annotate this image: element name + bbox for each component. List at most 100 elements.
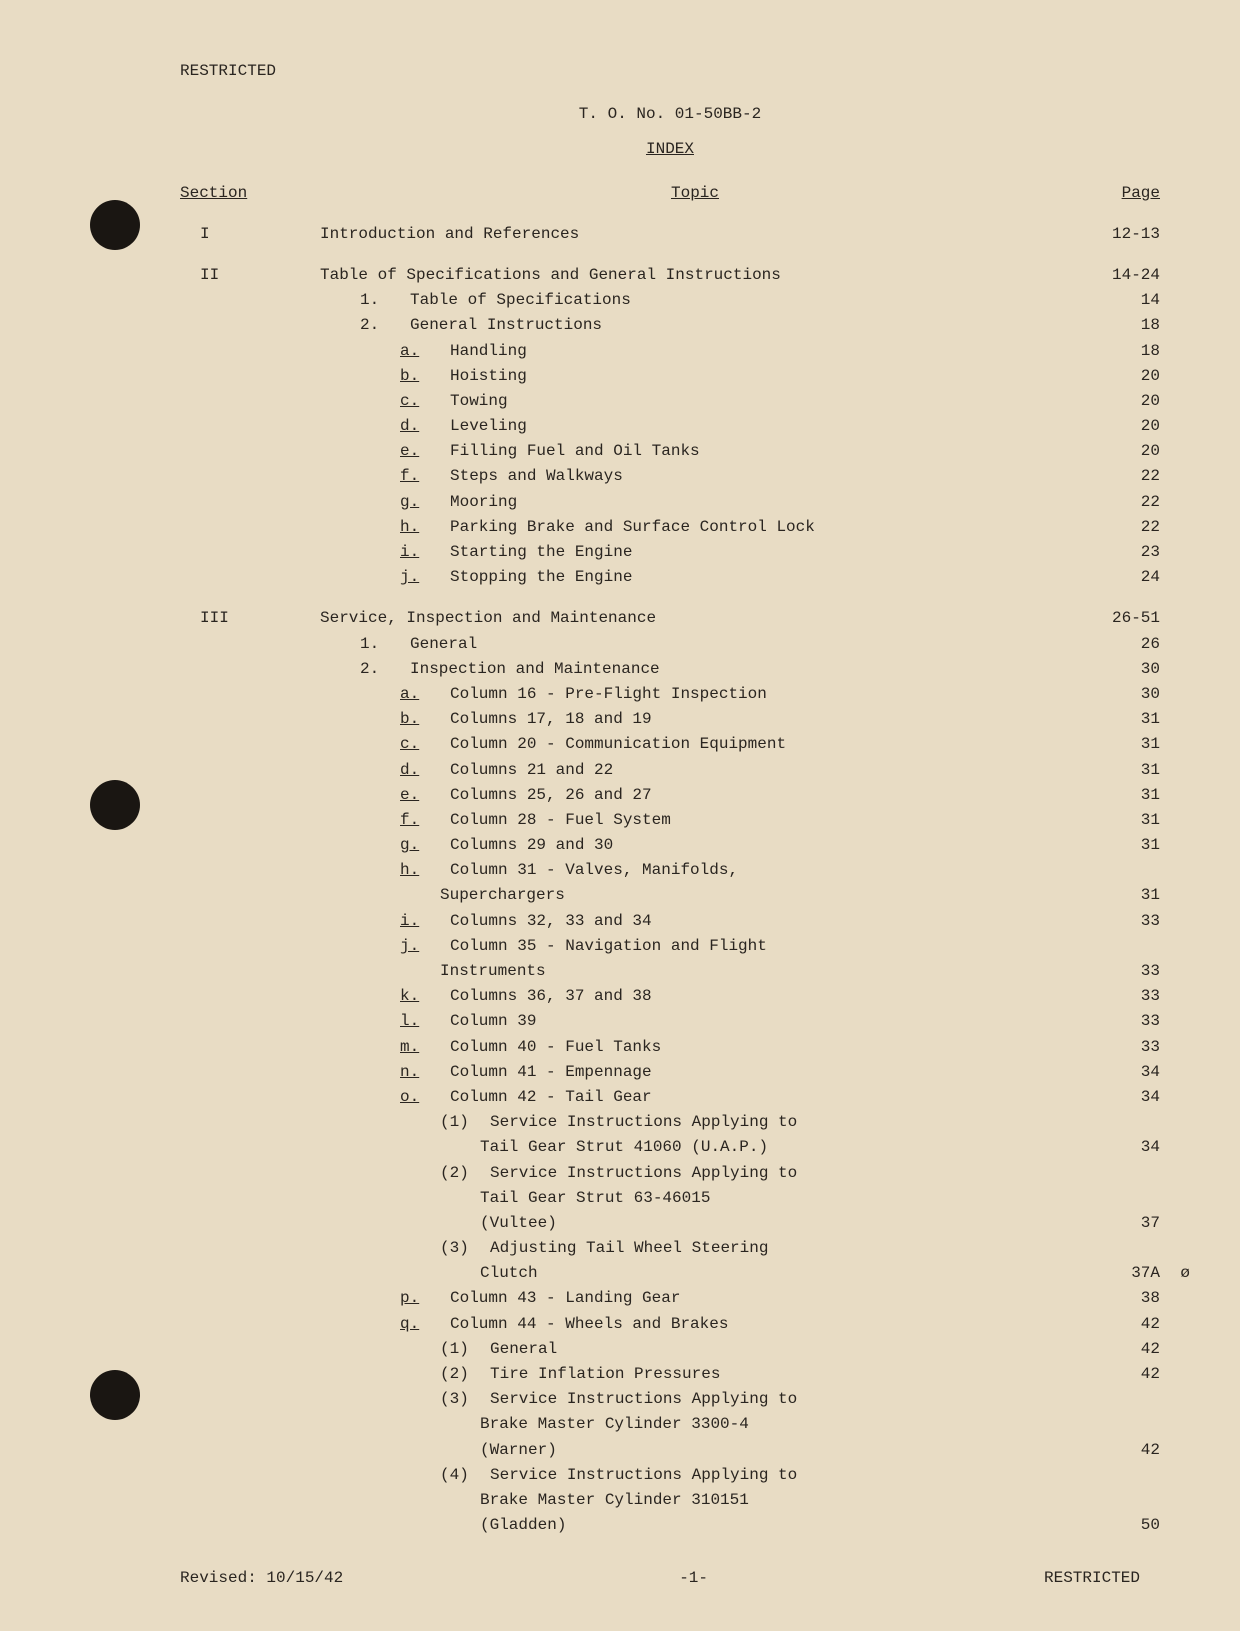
entry-text: Column 16 - Pre-Flight Inspection <box>450 683 1070 706</box>
index-entry: c.Towing20 <box>180 390 1160 413</box>
page-number: 12-13 <box>1070 223 1160 246</box>
section-number <box>180 1187 320 1210</box>
entry-label: e. <box>400 440 450 463</box>
entry-text: General Instructions <box>410 314 1070 337</box>
entry-text: Column 42 - Tail Gear <box>450 1086 1070 1109</box>
index-entry: Instruments33 <box>180 960 1160 983</box>
section-number <box>180 1489 320 1512</box>
topic-area: (3)Adjusting Tail Wheel Steering <box>320 1237 1070 1260</box>
page-number: 23 <box>1070 541 1160 564</box>
entry-text: Adjusting Tail Wheel Steering <box>490 1237 1070 1260</box>
page-number: 22 <box>1070 491 1160 514</box>
topic-area: i.Starting the Engine <box>320 541 1070 564</box>
topic-area: (Gladden) <box>320 1514 1070 1537</box>
page-number: 18 <box>1070 314 1160 337</box>
entry-label: 1. <box>360 289 410 312</box>
page-number: 22 <box>1070 465 1160 488</box>
section-number <box>180 566 320 589</box>
section-number <box>180 1363 320 1386</box>
entry-text: Towing <box>450 390 1070 413</box>
index-entry: Brake Master Cylinder 3300-4 <box>180 1413 1160 1436</box>
entry-text: Tail Gear Strut 63-46015 <box>480 1187 1070 1210</box>
entry-label: (1) <box>440 1338 490 1361</box>
section-number <box>180 708 320 731</box>
index-entry: e.Columns 25, 26 and 2731 <box>180 784 1160 807</box>
index-entry: d.Columns 21 and 2231 <box>180 759 1160 782</box>
section-number <box>180 1413 320 1436</box>
entry-label: f. <box>400 809 450 832</box>
section-number <box>180 516 320 539</box>
page-number: 33 <box>1070 1010 1160 1033</box>
col-header-section: Section <box>180 182 320 205</box>
topic-area: Service, Inspection and Maintenance <box>320 607 1070 630</box>
punch-hole <box>90 200 140 250</box>
index-entry: (Gladden)50 <box>180 1514 1160 1537</box>
entry-text: Brake Master Cylinder 3300-4 <box>480 1413 1070 1436</box>
section-number <box>180 1086 320 1109</box>
index-entry: g.Mooring22 <box>180 491 1160 514</box>
page-number: 33 <box>1070 1036 1160 1059</box>
index-entry: q.Column 44 - Wheels and Brakes42 <box>180 1313 1160 1336</box>
entry-label: d. <box>400 759 450 782</box>
index-entry: (3)Adjusting Tail Wheel Steering <box>180 1237 1160 1260</box>
index-entry: o.Column 42 - Tail Gear34 <box>180 1086 1160 1109</box>
entry-text: Starting the Engine <box>450 541 1070 564</box>
section-number <box>180 541 320 564</box>
topic-area: c.Column 20 - Communication Equipment <box>320 733 1070 756</box>
topic-area: Instruments <box>320 960 1070 983</box>
section-number <box>180 1111 320 1134</box>
index-entry: f.Column 28 - Fuel System31 <box>180 809 1160 832</box>
page-number: 24 <box>1070 566 1160 589</box>
entry-text: Tire Inflation Pressures <box>490 1363 1070 1386</box>
index-body: IIntroduction and References12-13IITable… <box>180 223 1160 1538</box>
entry-text: Service Instructions Applying to <box>490 1111 1070 1134</box>
entry-label: f. <box>400 465 450 488</box>
index-entry: (1)Service Instructions Applying to <box>180 1111 1160 1134</box>
index-entry: (2)Service Instructions Applying to <box>180 1162 1160 1185</box>
index-entry: a.Handling18 <box>180 340 1160 363</box>
index-entry: 2.Inspection and Maintenance30 <box>180 658 1160 681</box>
section-number <box>180 910 320 933</box>
section-block: IIntroduction and References12-13 <box>180 223 1160 246</box>
section-number <box>180 1439 320 1462</box>
entry-text: Columns 29 and 30 <box>450 834 1070 857</box>
page-number: 22 <box>1070 516 1160 539</box>
entry-label: 1. <box>360 633 410 656</box>
section-number: III <box>180 607 320 630</box>
index-entry: Tail Gear Strut 41060 (U.A.P.)34 <box>180 1136 1160 1159</box>
topic-area: i.Columns 32, 33 and 34 <box>320 910 1070 933</box>
col-header-topic: Topic <box>320 182 1070 205</box>
section-number <box>180 633 320 656</box>
topic-area: Superchargers <box>320 884 1070 907</box>
topic-area: o.Column 42 - Tail Gear <box>320 1086 1070 1109</box>
topic-area: m.Column 40 - Fuel Tanks <box>320 1036 1070 1059</box>
index-entry: m.Column 40 - Fuel Tanks33 <box>180 1036 1160 1059</box>
entry-text: Columns 17, 18 and 19 <box>450 708 1070 731</box>
entry-text: Steps and Walkways <box>450 465 1070 488</box>
entry-label: n. <box>400 1061 450 1084</box>
entry-text: Mooring <box>450 491 1070 514</box>
page-annotation: ø <box>1180 1262 1190 1285</box>
entry-text: Column 41 - Empennage <box>450 1061 1070 1084</box>
index-entry: p.Column 43 - Landing Gear38 <box>180 1287 1160 1310</box>
section-number <box>180 1388 320 1411</box>
section-number <box>180 340 320 363</box>
topic-area: h.Column 31 - Valves, Manifolds, <box>320 859 1070 882</box>
page-number: 38 <box>1070 1287 1160 1310</box>
page-number: 26 <box>1070 633 1160 656</box>
entry-text: Column 20 - Communication Equipment <box>450 733 1070 756</box>
entry-label: g. <box>400 834 450 857</box>
punch-hole <box>90 1370 140 1420</box>
page-number: 42 <box>1070 1439 1160 1462</box>
section-number <box>180 491 320 514</box>
topic-area: Brake Master Cylinder 3300-4 <box>320 1413 1070 1436</box>
topic-area: h.Parking Brake and Surface Control Lock <box>320 516 1070 539</box>
index-entry: j.Stopping the Engine24 <box>180 566 1160 589</box>
entry-label: 2. <box>360 314 410 337</box>
index-title: INDEX <box>180 138 1160 161</box>
page-number: 31 <box>1070 708 1160 731</box>
index-entry: i.Columns 32, 33 and 3433 <box>180 910 1160 933</box>
entry-label: b. <box>400 708 450 731</box>
entry-text: Instruments <box>440 960 1070 983</box>
page-number: 33 <box>1070 910 1160 933</box>
